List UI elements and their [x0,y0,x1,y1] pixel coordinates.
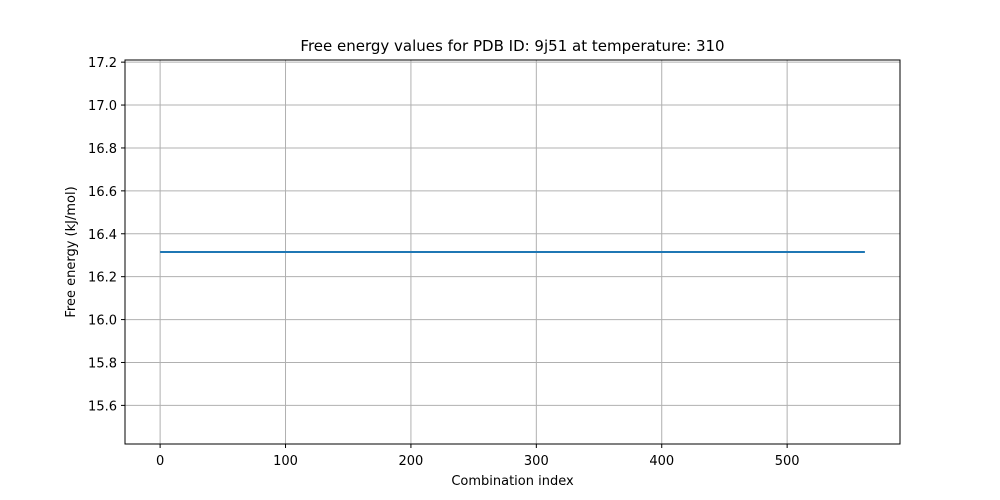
x-tick-label: 400 [649,454,674,469]
chart-title: Free energy values for PDB ID: 9j51 at t… [300,37,724,55]
y-tick-label: 16.0 [88,314,117,329]
y-tick-label: 15.8 [88,356,117,371]
x-tick-label: 500 [775,454,800,469]
x-tick-label: 200 [399,454,424,469]
y-tick-label: 17.2 [88,56,117,71]
y-tick-label: 16.2 [88,271,117,286]
y-tick-label: 17.0 [88,99,117,114]
y-axis-label: Free energy (kJ/mol) [64,186,79,317]
plot-frame [124,59,901,445]
y-tick-label: 15.6 [88,399,117,414]
y-tick-label: 16.4 [88,228,117,243]
y-tick-label: 16.8 [88,142,117,157]
x-tick-label: 300 [524,454,549,469]
x-tick-label: 0 [156,454,164,469]
y-tick-label: 16.6 [88,185,117,200]
y-axis: 15.6 15.8 16.0 16.2 16.4 16.6 16.8 17.0 17.2 [88,56,125,414]
x-axis: 0 100 200 300 400 500 [156,444,800,469]
x-tick-label: 100 [273,454,298,469]
x-axis-label: Combination index [451,474,574,489]
